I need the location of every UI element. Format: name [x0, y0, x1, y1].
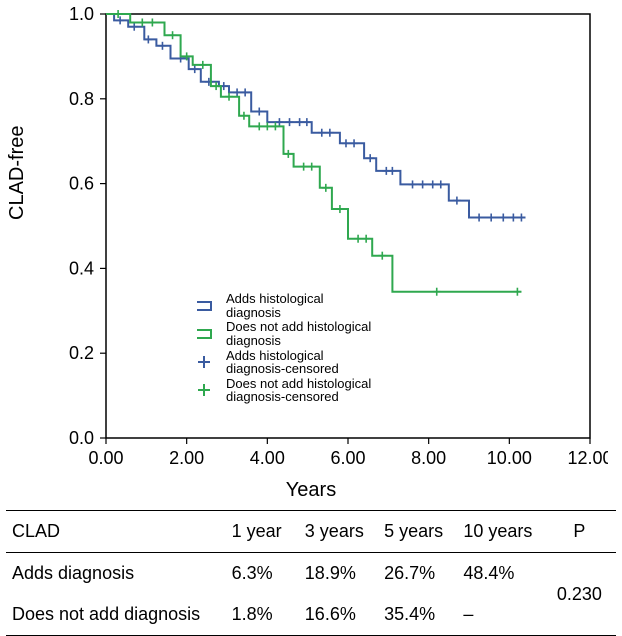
table-header-cell: 10 years	[457, 511, 542, 553]
svg-text:0.2: 0.2	[69, 343, 94, 363]
table-cell: 6.3%	[226, 553, 299, 595]
svg-text:6.00: 6.00	[330, 448, 365, 468]
table-header-cell: 5 years	[378, 511, 457, 553]
legend-item: Adds histologicaldiagnosis-censored	[194, 349, 371, 376]
table-cell: 48.4%	[457, 553, 542, 595]
km-chart: 0.00 2.00 4.00 6.00 8.00 10.00 12.00 0.0 0.2 0.4 0…	[14, 0, 608, 500]
clad-data-table: CLAD1 year3 years5 years10 yearsPAdds di…	[6, 510, 616, 636]
svg-text:0.6: 0.6	[69, 174, 94, 194]
legend-label: Does not add histologicaldiagnosis-censo…	[222, 377, 371, 404]
legend-label: Does not add histologicaldiagnosis	[222, 320, 371, 347]
legend-label: Adds histologicaldiagnosis	[222, 292, 324, 319]
svg-text:0.00: 0.00	[88, 448, 123, 468]
table-cell: 26.7%	[378, 553, 457, 595]
table-cell: 35.4%	[378, 594, 457, 636]
table-header-cell: 3 years	[299, 511, 378, 553]
table-cell: Adds diagnosis	[6, 553, 226, 595]
table-header-cell: P	[543, 511, 616, 553]
svg-text:10.00: 10.00	[487, 448, 532, 468]
svg-text:0.8: 0.8	[69, 89, 94, 109]
legend-item: Does not add histologicaldiagnosis-censo…	[194, 377, 371, 404]
table-cell: 18.9%	[299, 553, 378, 595]
svg-text:0.0: 0.0	[69, 428, 94, 448]
table-cell: 1.8%	[226, 594, 299, 636]
table-row: Adds diagnosis6.3%18.9%26.7%48.4%0.230	[6, 553, 616, 595]
table-row: Does not add diagnosis1.8%16.6%35.4%–	[6, 594, 616, 636]
svg-text:2.00: 2.00	[169, 448, 204, 468]
svg-text:12.00: 12.00	[567, 448, 608, 468]
svg-text:4.00: 4.00	[250, 448, 285, 468]
table-cell: –	[457, 594, 542, 636]
legend-label: Adds histologicaldiagnosis-censored	[222, 349, 339, 376]
table-cell: Does not add diagnosis	[6, 594, 226, 636]
table-cell: 16.6%	[299, 594, 378, 636]
table-header-cell: CLAD	[6, 511, 226, 553]
figure-wrap: 0.00 2.00 4.00 6.00 8.00 10.00 12.00 0.0 0.2 0.4 0…	[0, 0, 622, 636]
chart-legend: Adds histologicaldiagnosisDoes not add h…	[194, 292, 371, 405]
p-value-cell: 0.230	[543, 553, 616, 636]
svg-text:8.00: 8.00	[411, 448, 446, 468]
legend-item: Adds histologicaldiagnosis	[194, 292, 371, 319]
chart-svg: 0.00 2.00 4.00 6.00 8.00 10.00 12.00 0.0 0.2 0.4 0…	[14, 0, 608, 500]
svg-text:1.0: 1.0	[69, 4, 94, 24]
table-header-cell: 1 year	[226, 511, 299, 553]
legend-item: Does not add histologicaldiagnosis	[194, 320, 371, 347]
x-axis-label: Years	[14, 479, 608, 502]
clad-table: CLAD1 year3 years5 years10 yearsPAdds di…	[6, 510, 616, 636]
svg-text:0.4: 0.4	[69, 258, 94, 278]
y-axis-label: CLAD-free	[6, 126, 29, 220]
